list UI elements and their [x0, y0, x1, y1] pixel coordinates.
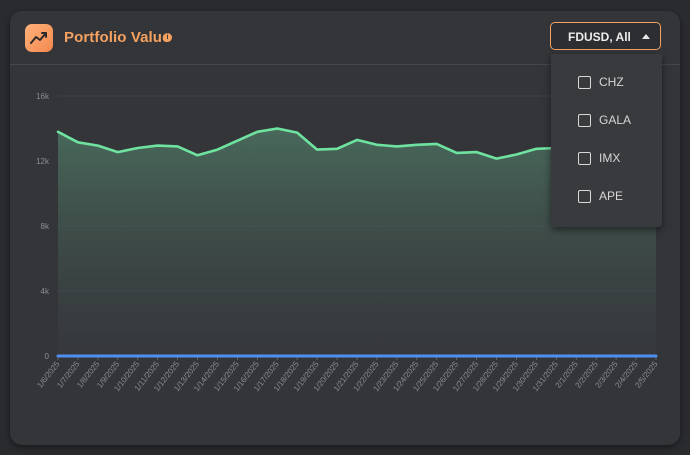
card-header: Portfolio Value i FDUSD, All: [10, 11, 680, 65]
checkbox[interactable]: [578, 190, 591, 203]
y-tick-label: 12k: [36, 157, 50, 166]
page-title: Portfolio Value: [64, 29, 171, 46]
asset-select[interactable]: FDUSD, All: [550, 22, 661, 50]
portfolio-chart: 16k12k8k4k01/6/20251/7/20251/8/20251/9/2…: [35, 92, 660, 393]
option-chz[interactable]: CHZ: [551, 64, 662, 102]
option-ape[interactable]: APE: [551, 178, 662, 216]
y-tick-label: 16k: [36, 92, 50, 101]
checkbox[interactable]: [578, 114, 591, 127]
trend-line-icon: [25, 24, 53, 52]
caret-up-icon: [642, 34, 650, 39]
y-tick-label: 8k: [41, 222, 50, 231]
option-label: IMX: [599, 151, 621, 165]
checkbox[interactable]: [578, 76, 591, 89]
checkbox[interactable]: [578, 152, 591, 165]
y-tick-label: 0: [45, 352, 50, 361]
asset-dropdown-menu: CHZ GALA IMX APE: [551, 54, 662, 227]
option-label: CHZ: [599, 75, 624, 89]
option-imx[interactable]: IMX: [551, 140, 662, 178]
option-gala[interactable]: GALA: [551, 102, 662, 140]
y-tick-label: 4k: [41, 287, 50, 296]
option-label: GALA: [599, 113, 632, 127]
asset-select-value: FDUSD, All: [568, 30, 631, 44]
option-label: APE: [599, 189, 624, 203]
info-icon[interactable]: i: [163, 33, 172, 42]
series-area: [58, 128, 656, 356]
